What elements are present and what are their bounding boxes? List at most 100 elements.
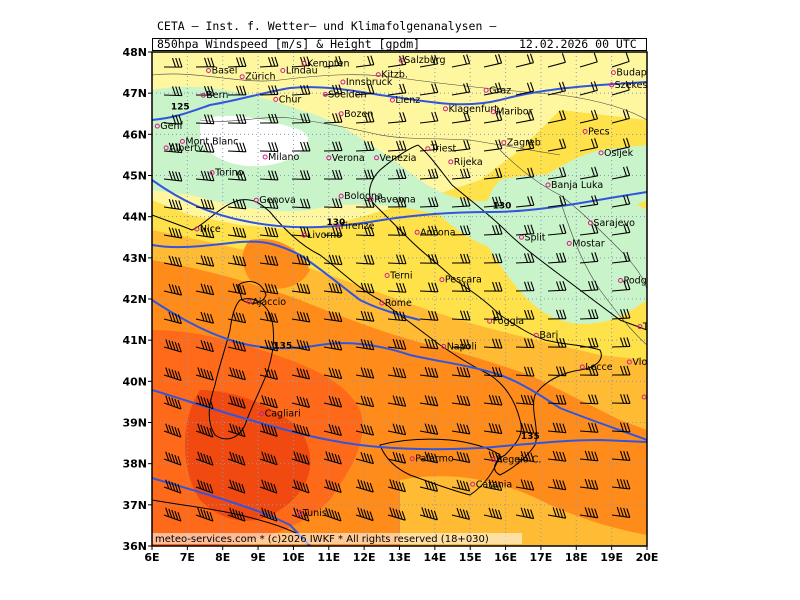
wind-barb [259, 423, 278, 437]
wind-barb [195, 170, 215, 182]
lat-tick-label: 39N [122, 417, 147, 430]
city-label: Korfu [647, 392, 672, 403]
wind-barb [355, 84, 375, 96]
city-label: Napoli [447, 341, 477, 352]
city-marker [301, 232, 307, 238]
wind-barb [387, 451, 407, 464]
wind-barb [515, 167, 535, 180]
wind-barb [483, 338, 503, 349]
wind-barb [323, 226, 343, 237]
wind-barb [195, 283, 215, 296]
wind-barb [611, 394, 631, 404]
wind-barb [259, 198, 279, 209]
city-label: Livorno [307, 230, 342, 241]
city-marker [326, 155, 332, 161]
lon-tick-label: 8E [215, 551, 230, 564]
wind-barb [387, 140, 407, 152]
city-label: Mont Blanc [185, 136, 238, 147]
city-marker [374, 155, 380, 161]
city-label: Split [524, 232, 545, 243]
lat-tick-label: 36N [122, 540, 147, 553]
wind-barb [387, 310, 407, 322]
wind-barb [163, 57, 183, 68]
lon-tick-label: 15E [459, 551, 482, 564]
city-marker [200, 92, 206, 98]
city-marker [297, 510, 303, 516]
city-label: Venezia [380, 153, 417, 164]
contour-label: 130 [493, 201, 512, 211]
city-marker [610, 70, 616, 76]
wind-barb [451, 394, 471, 406]
city-label: Salzburg [404, 55, 445, 66]
city-label: Kempten [307, 59, 349, 70]
wind-barb [547, 53, 566, 68]
wind-barb [387, 55, 407, 68]
wind-barb [515, 479, 535, 491]
wind-barb [419, 451, 439, 464]
city-label: Triest [430, 144, 457, 155]
lon-tick-label: 7E [180, 551, 195, 564]
wind-barb [227, 57, 247, 68]
wind-barb [259, 479, 278, 494]
wind-barb [483, 281, 503, 292]
city-label: Lecce [585, 362, 612, 373]
city-label: Mostar [572, 238, 605, 249]
wind-barb [323, 479, 342, 493]
wind-barb [259, 311, 279, 323]
city-label: Lienz [395, 95, 420, 106]
wind-barb [579, 280, 599, 292]
wind-barb [355, 479, 374, 493]
wind-barb [515, 394, 535, 406]
city-label: Bari [539, 330, 558, 341]
wind-barb [451, 111, 471, 124]
lat-tick-label: 43N [122, 252, 147, 265]
wind-barb [419, 366, 439, 378]
wind-barb [387, 254, 407, 265]
wind-barb [355, 55, 375, 68]
lat-tick-label: 46N [122, 128, 147, 141]
lat-tick-label: 47N [122, 87, 147, 100]
height-contours [152, 81, 647, 546]
city-label: Tunis [302, 508, 327, 519]
wind-barbs [163, 52, 631, 522]
wind-barb [227, 507, 246, 522]
wind-barb [163, 114, 183, 125]
wind-barb [291, 141, 311, 152]
wind-barb [451, 479, 471, 492]
wind-barb [195, 339, 214, 353]
city-marker [409, 456, 415, 462]
wind-barb [515, 224, 535, 236]
wind-barb [579, 478, 599, 490]
wind-barb [579, 422, 599, 433]
wind-barb [227, 367, 246, 381]
wind-barb [355, 423, 375, 436]
wind-barb [163, 395, 182, 410]
wind-barb [227, 283, 247, 295]
wind-barb [611, 52, 630, 68]
wind-barb [579, 507, 599, 519]
wind-barb [259, 170, 279, 181]
city-label: Rome [385, 298, 412, 309]
wind-barb [451, 168, 471, 180]
wind-barb [611, 109, 630, 124]
wind-barb [419, 54, 439, 68]
wind-barb [515, 281, 535, 292]
wind-barb [547, 337, 567, 348]
wind-barb [579, 337, 599, 348]
city-marker [490, 457, 496, 463]
wind-barb [451, 54, 471, 68]
wind-barb [547, 281, 567, 292]
wind-barb [515, 451, 535, 463]
wind-barb [451, 253, 471, 264]
wind-barb [611, 308, 631, 320]
wind-barb [611, 450, 631, 461]
wind-barb [355, 254, 375, 265]
wind-barb [259, 507, 278, 522]
city-marker [384, 273, 390, 279]
wind-barb [419, 254, 439, 264]
contour-label: 125 [171, 103, 190, 113]
wind-barb [547, 507, 567, 519]
wind-barb [163, 255, 183, 268]
wind-barb [515, 309, 535, 320]
wind-barb [227, 226, 247, 238]
